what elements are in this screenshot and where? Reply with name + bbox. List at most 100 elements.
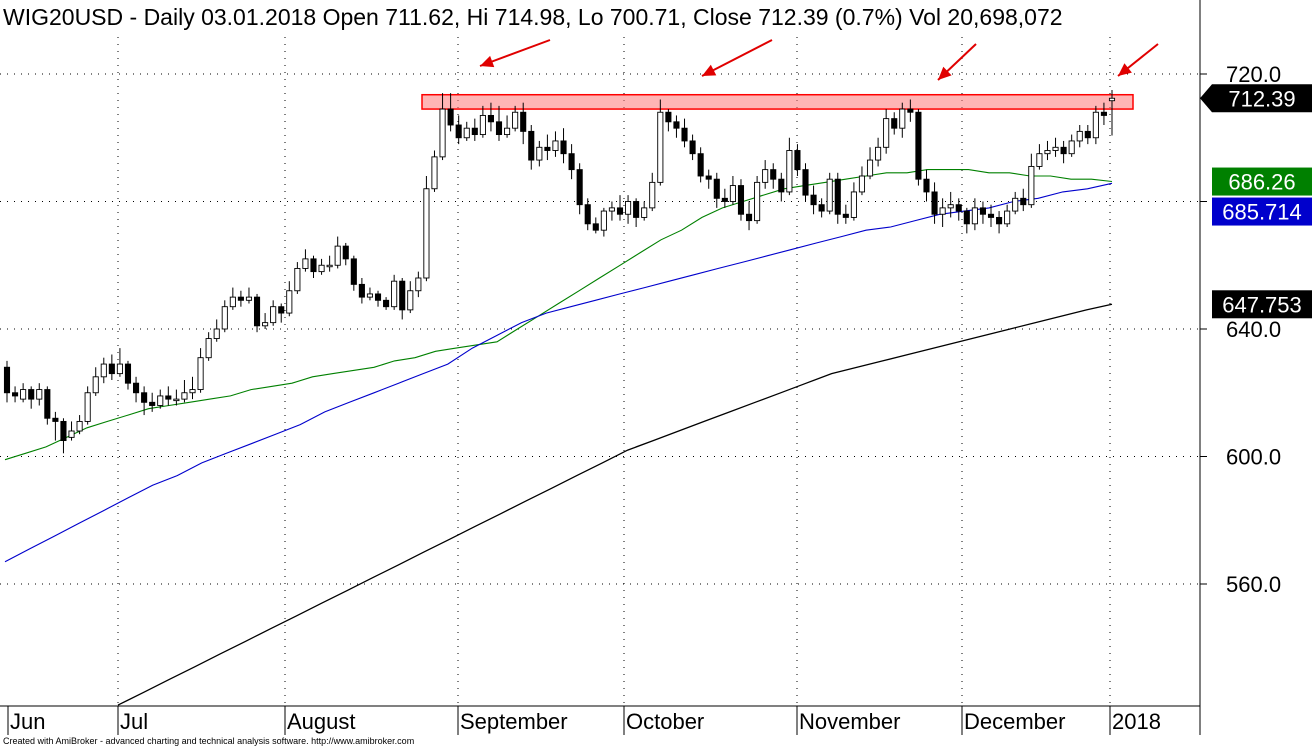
y-tick-label: 600.0 (1226, 445, 1281, 470)
candle-body (842, 213, 849, 218)
candle-body (633, 201, 640, 218)
candle-body (673, 121, 680, 129)
candle-body (383, 299, 390, 308)
price-badge-label: 712.39 (1228, 86, 1295, 111)
candle-body (358, 283, 365, 298)
candle-body (133, 382, 140, 394)
candle-body (278, 306, 285, 314)
x-tick-label: August (287, 709, 356, 734)
x-tick-label: 2018 (1112, 709, 1161, 734)
candle-body (762, 169, 769, 183)
candle-body (810, 194, 817, 206)
candle-body (504, 127, 511, 136)
candle-body (996, 216, 1003, 225)
x-tick-label: Jul (120, 709, 148, 734)
candle-body (1068, 140, 1075, 155)
candle-body (1060, 146, 1067, 155)
candle-body (802, 169, 809, 196)
candle-body (1044, 150, 1051, 155)
candle-body (116, 363, 123, 375)
moving-averages (4, 169, 1113, 706)
candle-body (576, 169, 583, 206)
candle-body (971, 207, 978, 225)
candle-body (1012, 197, 1019, 212)
candle-body (374, 293, 382, 301)
candle-body (528, 130, 535, 161)
candle-body (463, 127, 470, 139)
resistance-zone (421, 93, 1134, 110)
candle-body (1004, 210, 1011, 225)
candle-body (447, 108, 454, 126)
annotation-arrows (479, 39, 1159, 81)
chart-title: WIG20USD - Daily 03.01.2018 Open 711.62,… (3, 4, 1063, 30)
candle-body (713, 178, 720, 199)
candle-body (979, 207, 986, 215)
candle-body (729, 185, 736, 202)
candle-body (12, 392, 19, 397)
arrow-shaft (701, 39, 773, 77)
candle-body (302, 258, 309, 269)
candle-body (681, 127, 688, 142)
candle-body (213, 328, 220, 340)
candle-body (834, 178, 841, 215)
candle-body (536, 146, 543, 161)
candle-body (92, 376, 99, 394)
price-badge-box (1200, 84, 1312, 113)
y-tick-label: 560.0 (1226, 572, 1281, 597)
candle-body (415, 277, 422, 292)
candle-body (20, 389, 27, 400)
y-tick-label: 720.0 (1226, 62, 1281, 87)
candle-body (68, 430, 75, 438)
candle-body (770, 169, 777, 180)
candle-body (455, 124, 462, 139)
candle-body (124, 363, 132, 384)
candle-body (794, 150, 801, 171)
candle-body (76, 420, 83, 432)
candle-body (1076, 130, 1083, 142)
arrow-head (1118, 63, 1132, 76)
candle-body (391, 280, 398, 308)
grid-layer (0, 30, 1200, 706)
candle-body (754, 181, 761, 222)
candle-body (141, 392, 148, 403)
candle-body (931, 191, 938, 215)
ma-mid-line (4, 182, 1113, 563)
candle-body (28, 389, 35, 400)
x-tick-label: December (964, 709, 1065, 734)
candle-body (197, 357, 204, 391)
candle-body (818, 204, 825, 212)
candle-body (52, 417, 59, 422)
candle-body (149, 401, 156, 406)
candle-body (875, 146, 882, 161)
candle-body (262, 322, 269, 327)
candle-body (294, 267, 301, 292)
candle-body (608, 207, 615, 212)
candle-body (987, 213, 995, 218)
candle-body (915, 111, 922, 180)
candle-body (3, 366, 11, 394)
candle-body (229, 296, 236, 308)
candle-body (479, 114, 486, 136)
candle-body (939, 207, 946, 215)
x-axis: Jun Jul August September October November Dece… (7, 706, 1161, 735)
candle-body (205, 338, 212, 359)
y-axis: 720.0 640.0 600.0 560.0 (1200, 62, 1281, 597)
candle-body (181, 392, 188, 400)
ma-short-line (4, 169, 1113, 461)
candle-body (253, 296, 261, 327)
candle-body (891, 118, 898, 129)
candle-body (286, 290, 293, 314)
candle-body (165, 395, 172, 400)
candle-body (84, 392, 91, 422)
candle-body (399, 280, 406, 311)
candle-body (560, 140, 567, 155)
candle-body (786, 150, 793, 193)
price-badge-box (1212, 197, 1312, 226)
arrow-head (480, 55, 495, 68)
candle-body (641, 207, 648, 218)
candle-body (737, 185, 745, 215)
price-badge-label: 647.753 (1222, 292, 1302, 317)
price-badge-label: 686.26 (1228, 170, 1295, 195)
candle-body (600, 210, 607, 231)
price-badge-label: 685.714 (1222, 200, 1302, 225)
